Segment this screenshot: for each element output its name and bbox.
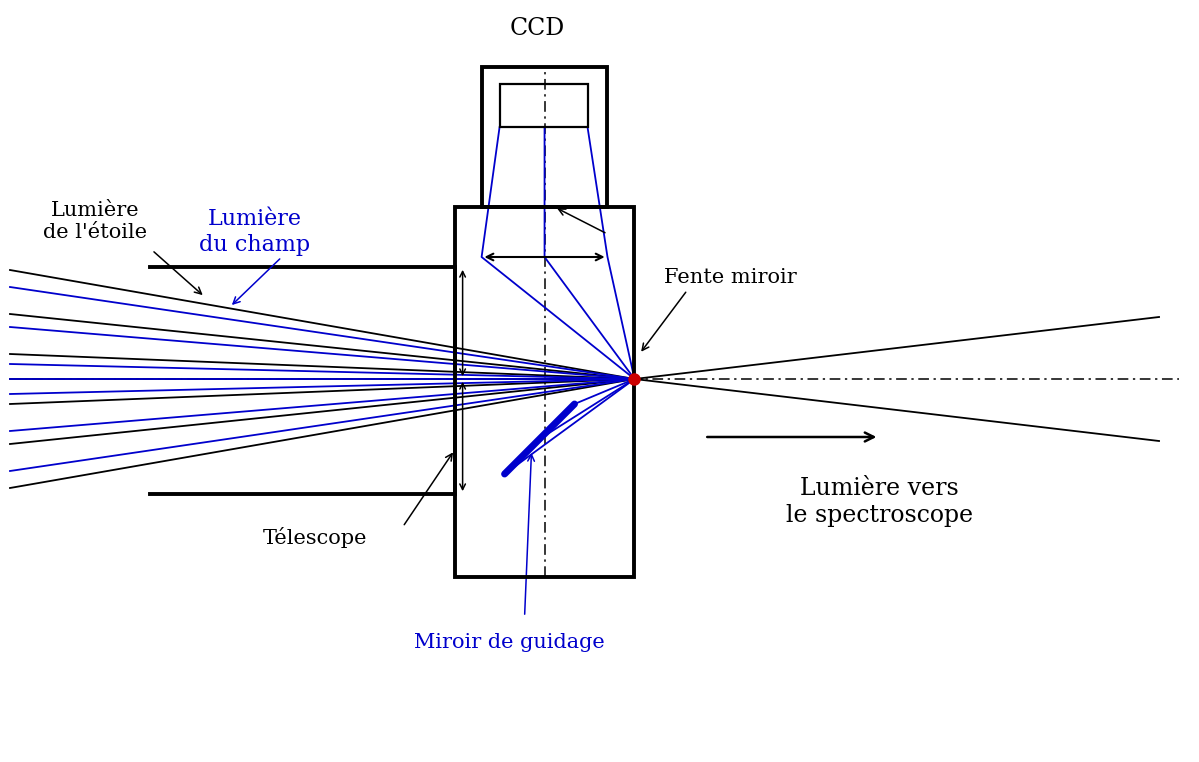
Text: Fente miroir: Fente miroir xyxy=(664,267,797,287)
Text: Lumière
de l'étoile: Lumière de l'étoile xyxy=(43,201,147,242)
Text: Miroir de guidage: Miroir de guidage xyxy=(414,632,605,652)
Text: CCD: CCD xyxy=(510,17,565,40)
Text: Lumière vers
le spectroscope: Lumière vers le spectroscope xyxy=(785,477,972,527)
Text: Lumière
du champ: Lumière du champ xyxy=(199,208,311,256)
Text: Télescope: Télescope xyxy=(263,527,367,548)
